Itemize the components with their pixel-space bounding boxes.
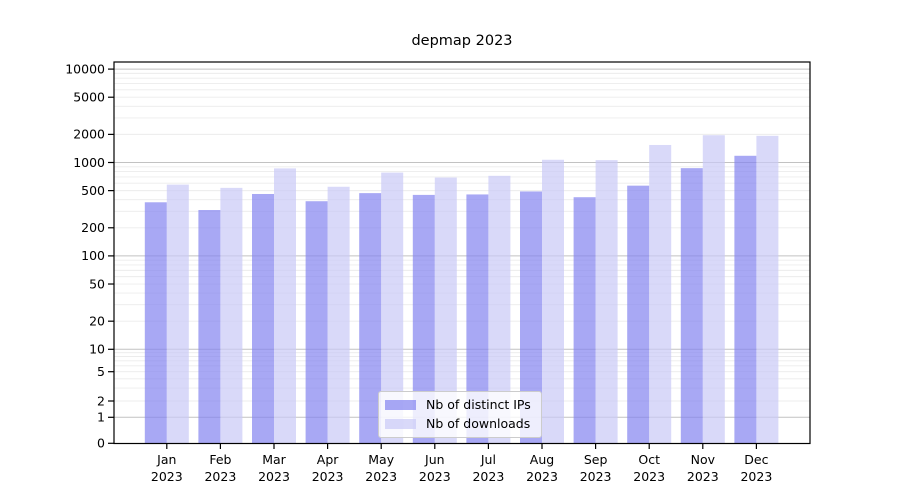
- x-tick-label-month: Aug: [530, 452, 554, 467]
- bar-ips-may: [359, 193, 382, 443]
- legend-swatch-downloads: [385, 418, 416, 429]
- bar-ips-jun: [412, 194, 435, 443]
- x-tick-label-year: 2023: [633, 469, 665, 484]
- legend-swatch-distinct-ips: [385, 399, 416, 410]
- bar-downloads-jun: [434, 177, 457, 443]
- x-tick-label-month: Mar: [262, 452, 286, 467]
- bar-downloads-mar: [274, 168, 296, 443]
- x-tick-label-month: Oct: [638, 452, 660, 467]
- y-tick-label: 10000: [65, 61, 105, 76]
- x-tick-label-year: 2023: [204, 469, 236, 484]
- bar-ips-nov: [680, 168, 703, 443]
- legend-label-distinct-ips: Nb of distinct IPs: [426, 397, 531, 412]
- legend-label-downloads: Nb of downloads: [426, 416, 531, 431]
- legend-item-downloads: Nb of downloads: [385, 416, 531, 431]
- bar-ips-sep: [573, 197, 596, 443]
- y-tick-label: 200: [81, 220, 105, 235]
- bar-ips-jan: [144, 202, 167, 443]
- x-tick-label-month: Sep: [584, 452, 608, 467]
- x-tick-label-month: Jan: [156, 452, 176, 467]
- y-tick-label: 100: [81, 248, 105, 263]
- bar-downloads-oct: [649, 144, 672, 443]
- y-tick-label: 5: [97, 364, 105, 379]
- y-tick-label: 1: [97, 410, 105, 425]
- bar-downloads-may: [381, 172, 404, 443]
- bar-ips-feb: [198, 210, 221, 443]
- x-tick-label-month: Feb: [209, 452, 231, 467]
- bar-downloads-jan: [166, 184, 189, 443]
- x-tick-label-year: 2023: [580, 469, 612, 484]
- y-tick-label: 2: [97, 393, 105, 408]
- x-tick-label-year: 2023: [687, 469, 719, 484]
- x-tick-label-month: Nov: [691, 452, 716, 467]
- x-tick-label-year: 2023: [151, 469, 183, 484]
- axes-box: [113, 61, 811, 445]
- chart-title: depmap 2023: [411, 33, 513, 49]
- legend: Nb of distinct IPs Nb of downloads: [378, 391, 542, 438]
- bar-downloads-apr: [327, 186, 350, 443]
- x-tick-label-year: 2023: [258, 469, 290, 484]
- y-tick-label: 5000: [73, 90, 105, 105]
- bar-ips-aug: [520, 191, 542, 443]
- x-tick-label-year: 2023: [419, 469, 451, 484]
- x-tick-label-month: Jul: [480, 452, 496, 467]
- x-tick-label-year: 2023: [312, 469, 344, 484]
- x-tick-label-month: May: [368, 452, 394, 467]
- bar-downloads-dec: [756, 135, 779, 443]
- bar-downloads-aug: [542, 159, 564, 443]
- y-tick-label: 0: [97, 436, 105, 451]
- y-tick-label: 500: [81, 183, 105, 198]
- bar-ips-dec: [734, 155, 757, 443]
- y-tick-label: 20: [89, 313, 105, 328]
- y-tick-label: 50: [89, 276, 105, 291]
- y-tick-label: 1000: [73, 155, 105, 170]
- x-tick-label-year: 2023: [365, 469, 397, 484]
- bar-downloads-jul: [488, 175, 511, 444]
- bar-downloads-feb: [220, 187, 243, 443]
- bar-ips-mar: [252, 193, 274, 443]
- bar-downloads-nov: [702, 135, 725, 443]
- bar-ips-apr: [305, 201, 328, 443]
- y-tick-label: 2000: [73, 127, 105, 142]
- legend-item-distinct-ips: Nb of distinct IPs: [385, 397, 531, 412]
- x-tick-label-year: 2023: [472, 469, 504, 484]
- x-tick-label-month: Jun: [424, 452, 445, 467]
- x-tick-label-month: Apr: [317, 452, 339, 467]
- x-tick-label-year: 2023: [526, 469, 558, 484]
- bar-ips-jul: [466, 194, 489, 443]
- bar-downloads-sep: [595, 160, 618, 444]
- bar-ips-oct: [627, 185, 650, 443]
- y-tick-label: 10: [89, 342, 105, 357]
- x-tick-label-month: Dec: [744, 452, 768, 467]
- x-tick-label-year: 2023: [740, 469, 772, 484]
